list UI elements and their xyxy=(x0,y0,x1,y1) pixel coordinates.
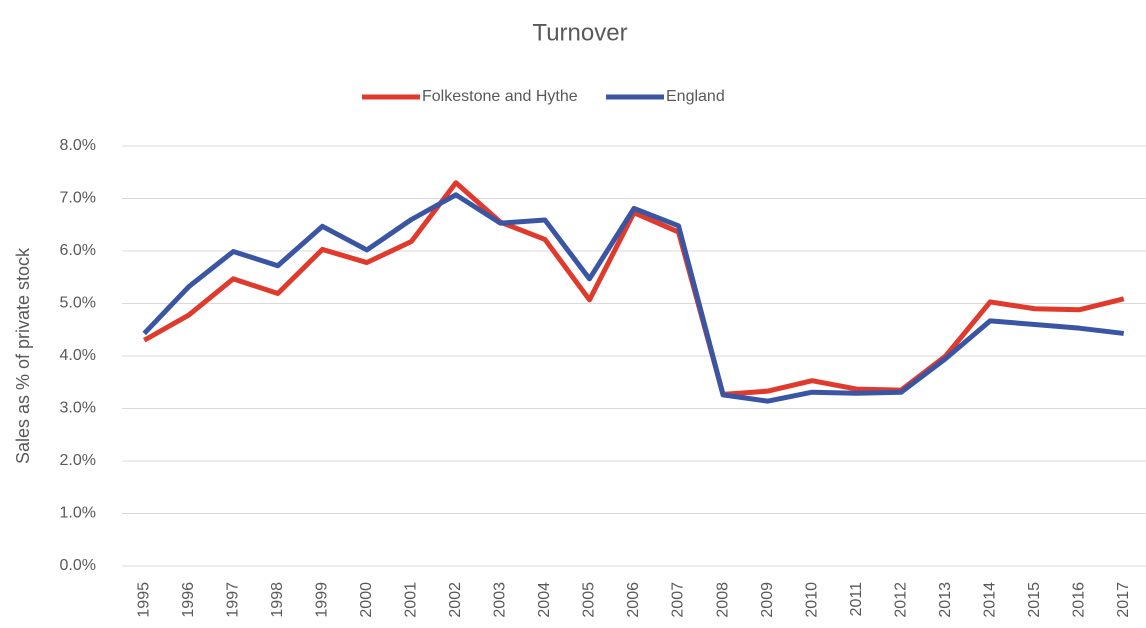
x-tick-label: 2006 xyxy=(625,582,642,618)
x-tick-label: 2013 xyxy=(937,582,954,618)
x-tick-label: 2015 xyxy=(1026,582,1043,618)
x-tick-label: 2003 xyxy=(492,582,509,618)
x-tick-label: 2011 xyxy=(848,582,865,617)
series-line xyxy=(142,192,1125,404)
y-tick-label: 7.0% xyxy=(60,190,96,207)
x-tick-label: 2005 xyxy=(581,582,598,618)
x-tick-label: 2012 xyxy=(892,582,909,618)
series-line xyxy=(143,180,1125,397)
x-tick-label: 1999 xyxy=(314,582,331,618)
legend-label: Folkestone and Hythe xyxy=(422,88,578,105)
x-tick-label: 2017 xyxy=(1115,582,1132,618)
x-tick-label: 1996 xyxy=(180,582,197,618)
y-tick-label: 8.0% xyxy=(60,137,96,154)
x-tick-label: 2002 xyxy=(447,582,464,618)
y-tick-label: 1.0% xyxy=(60,505,96,522)
y-tick-label: 2.0% xyxy=(60,452,96,469)
x-tick-label: 2001 xyxy=(403,582,420,618)
x-tick-label: 2000 xyxy=(358,582,375,618)
chart-title: Turnover xyxy=(532,19,627,46)
x-tick-label: 2007 xyxy=(670,582,687,618)
legend-label: England xyxy=(666,88,725,105)
x-tick-label: 1995 xyxy=(135,582,152,618)
y-tick-label: 4.0% xyxy=(60,347,96,364)
x-tick-label: 1998 xyxy=(269,582,286,618)
x-tick-label: 2016 xyxy=(1070,582,1087,618)
y-axis-label: Sales as % of private stock xyxy=(13,247,33,464)
x-tick-label: 2004 xyxy=(536,582,553,618)
x-tick-label: 2014 xyxy=(981,582,998,618)
x-tick-label: 2009 xyxy=(759,582,776,618)
x-tick-label: 2008 xyxy=(714,582,731,618)
y-tick-label: 3.0% xyxy=(60,400,96,417)
y-tick-label: 5.0% xyxy=(60,295,96,312)
y-tick-label: 0.0% xyxy=(60,557,96,574)
x-tick-label: 2010 xyxy=(803,582,820,618)
y-tick-label: 6.0% xyxy=(60,242,96,259)
x-tick-label: 1997 xyxy=(225,582,242,618)
